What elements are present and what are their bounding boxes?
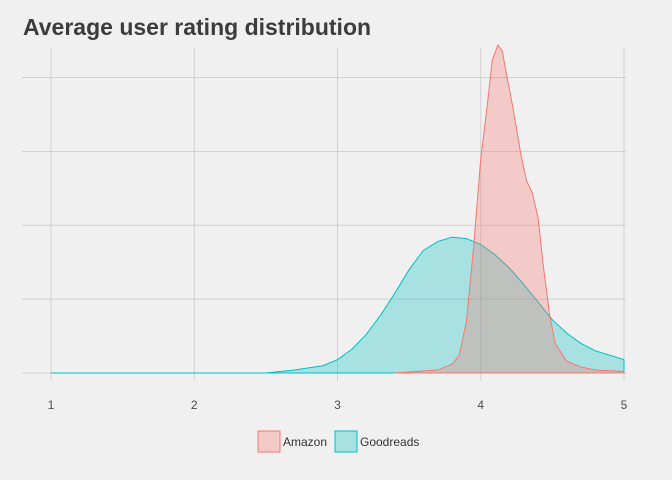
x-tick-label: 2 — [191, 398, 198, 412]
x-tick-label: 3 — [334, 398, 341, 412]
x-tick-label: 1 — [48, 398, 55, 412]
legend-swatch-goodreads — [334, 430, 358, 453]
legend-label-goodreads: Goodreads — [360, 435, 419, 449]
x-tick-label: 4 — [477, 398, 484, 412]
chart-title: Average user rating distribution — [23, 14, 372, 40]
legend-swatch-amazon — [257, 430, 281, 453]
x-tick-label: 5 — [621, 398, 628, 412]
legend-label-amazon: Amazon — [283, 435, 327, 449]
density-area-amazon — [394, 44, 625, 374]
density-area-goodreads — [51, 236, 625, 374]
